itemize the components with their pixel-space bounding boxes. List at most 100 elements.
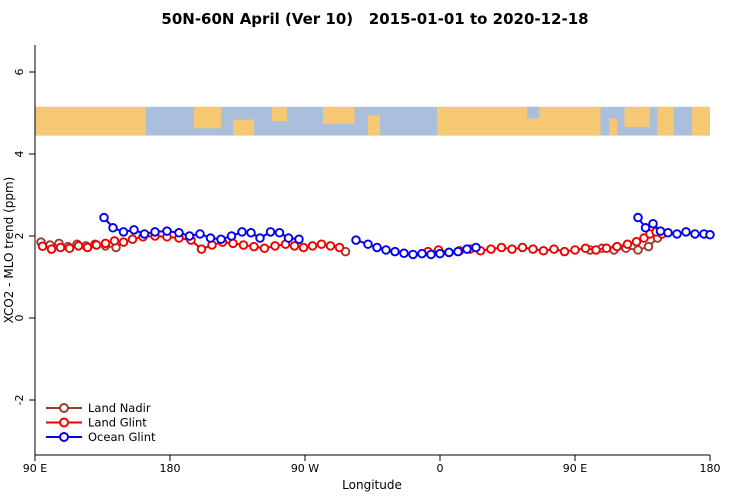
data-point (82, 242, 93, 253)
strip-land (233, 119, 254, 136)
x-tick-label: 90 E (563, 462, 587, 475)
data-point (496, 242, 507, 253)
data-point (643, 241, 654, 252)
data-point (517, 242, 528, 253)
data-point (73, 241, 84, 251)
data-point (174, 227, 184, 238)
data-point (307, 241, 318, 251)
y-tick-label: -2 (13, 395, 26, 406)
legend-marker (59, 403, 69, 413)
data-point (150, 227, 160, 237)
data-point (298, 242, 309, 253)
data-point (118, 227, 129, 237)
strip-land (609, 118, 617, 136)
data-point (417, 248, 427, 259)
data-point (139, 229, 150, 239)
data-point (655, 226, 666, 236)
data-point (195, 229, 205, 239)
x-tick-label: 180 (700, 462, 721, 475)
data-point (216, 234, 226, 245)
y-tick-label: 2 (13, 233, 26, 240)
data-point (237, 227, 247, 237)
data-point (591, 245, 601, 255)
data-point (334, 242, 345, 253)
map-strip (35, 106, 710, 136)
data-point (705, 230, 715, 240)
data-point (640, 223, 651, 233)
data-point (507, 244, 517, 254)
x-axis-label: Longitude (342, 478, 402, 492)
x-tick-label: 0 (437, 462, 444, 475)
y-axis-label: XCO2 - MLO trend (ppm) (2, 177, 16, 324)
data-point (196, 244, 207, 254)
data-point (108, 223, 118, 233)
strip-ocean-patch (527, 106, 539, 119)
strip-land (35, 106, 146, 136)
data-point (528, 244, 538, 254)
data-point (265, 227, 276, 237)
data-point (259, 243, 270, 254)
data-point (184, 231, 195, 241)
strip-land (272, 106, 287, 122)
data-point (162, 226, 172, 236)
data-point (612, 241, 622, 252)
data-point (100, 238, 111, 249)
data-point (294, 234, 304, 245)
data-point (226, 231, 237, 241)
data-point (631, 236, 642, 247)
data-point (681, 227, 691, 237)
data-point (580, 243, 591, 254)
data-point (205, 233, 216, 243)
strip-land (368, 115, 380, 136)
data-point (453, 246, 463, 257)
data-point (127, 234, 138, 245)
x-tick-label: 90 W (291, 462, 319, 475)
strip-land (657, 106, 674, 136)
data-point (399, 248, 409, 258)
data-point (55, 242, 66, 253)
data-point (690, 229, 700, 239)
data-point (549, 244, 559, 254)
strip-land (624, 106, 650, 127)
data-point (435, 248, 445, 259)
strip-land (323, 106, 355, 125)
strip-land (194, 106, 221, 129)
data-point (663, 227, 673, 238)
legend-marker (59, 432, 69, 442)
x-tick-label: 90 E (23, 462, 47, 475)
data-point (633, 245, 643, 255)
data-point (238, 240, 249, 250)
data-point (648, 218, 658, 229)
data-point (570, 245, 580, 255)
chart-title: 50N-60N April (Ver 10) 2015-01-01 to 202… (161, 10, 588, 28)
data-point (109, 236, 120, 246)
data-point (64, 243, 75, 254)
data-point (351, 235, 361, 245)
data-point (325, 241, 336, 251)
data-point (46, 244, 57, 254)
data-point (390, 246, 400, 257)
legend-label: Land Glint (88, 416, 147, 430)
data-point (228, 238, 238, 249)
data-point (118, 237, 129, 247)
data-point (289, 241, 300, 251)
data-point (246, 227, 256, 238)
legend-label: Land Nadir (88, 401, 151, 415)
strip-land (437, 106, 601, 136)
y-tick-label: 4 (13, 151, 26, 158)
data-point (372, 242, 382, 253)
data-point (249, 241, 259, 252)
data-point (274, 227, 285, 238)
axes: -2 0 2 4 6 90 E 180 90 W 0 90 E 180 (13, 45, 721, 475)
data-point (672, 229, 682, 239)
y-tick-label: 0 (13, 315, 26, 322)
data-point (601, 243, 612, 254)
legend-label: Ocean Glint (88, 430, 156, 444)
data-point (633, 212, 643, 223)
data-point (444, 247, 454, 258)
data-point (283, 233, 294, 243)
data-point (37, 241, 48, 251)
